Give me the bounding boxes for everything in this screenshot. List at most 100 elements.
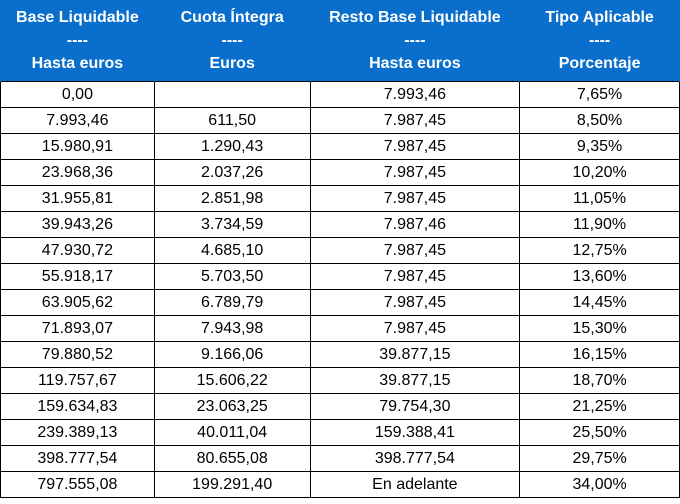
header-cuota-integra: Cuota Íntegra ---- Euros	[153, 0, 311, 82]
table-row: 23.968,36 2.037,26 7.987,45 10,20%	[0, 159, 680, 186]
header-title: Resto Base Liquidable	[329, 9, 501, 26]
cell-base-liquidable: 7.993,46	[0, 107, 155, 134]
cell-resto-base: 398.777,54	[309, 445, 521, 472]
cell-tipo-aplicable: 10,20%	[519, 159, 680, 186]
cell-base-liquidable: 23.968,36	[0, 159, 155, 186]
cell-tipo-aplicable: 14,45%	[519, 289, 680, 316]
cell-base-liquidable: 0,00	[0, 81, 155, 108]
cell-cuota-integra: 2.037,26	[153, 159, 311, 186]
cell-cuota-integra: 4.685,10	[153, 237, 311, 264]
cell-tipo-aplicable: 29,75%	[519, 445, 680, 472]
cell-tipo-aplicable: 34,00%	[519, 471, 680, 498]
cell-base-liquidable: 15.980,91	[0, 133, 155, 160]
header-separator: ----	[66, 32, 89, 49]
header-unit: Hasta euros	[369, 55, 461, 72]
cell-tipo-aplicable: 7,65%	[519, 81, 680, 108]
table-row: 55.918,17 5.703,50 7.987,45 13,60%	[0, 263, 680, 290]
cell-base-liquidable: 79.880,52	[0, 341, 155, 368]
table-row: 31.955,81 2.851,98 7.987,45 11,05%	[0, 185, 680, 212]
header-tipo-aplicable: Tipo Aplicable ---- Porcentaje	[519, 0, 680, 82]
table-header: Base Liquidable ---- Hasta euros Cuota Í…	[0, 0, 680, 82]
cell-cuota-integra: 23.063,25	[153, 393, 311, 420]
cell-resto-base: 7.987,46	[309, 211, 521, 238]
cell-cuota-integra: 6.789,79	[153, 289, 311, 316]
cell-resto-base: 7.987,45	[309, 315, 521, 342]
table-row: 47.930,72 4.685,10 7.987,45 12,75%	[0, 237, 680, 264]
cell-resto-base: 159.388,41	[309, 419, 521, 446]
cell-cuota-integra: 40.011,04	[153, 419, 311, 446]
table-row: 39.943,26 3.734,59 7.987,46 11,90%	[0, 211, 680, 238]
header-title: Base Liquidable	[16, 9, 139, 26]
table-row: 239.389,13 40.011,04 159.388,41 25,50%	[0, 419, 680, 446]
cell-resto-base: 7.987,45	[309, 107, 521, 134]
cell-resto-base: 7.987,45	[309, 289, 521, 316]
cell-cuota-integra: 15.606,22	[153, 367, 311, 394]
cell-cuota-integra: 5.703,50	[153, 263, 311, 290]
header-separator: ----	[404, 32, 426, 49]
cell-resto-base: 7.987,45	[309, 159, 521, 186]
cell-tipo-aplicable: 9,35%	[519, 133, 680, 160]
cell-tipo-aplicable: 11,05%	[519, 185, 680, 212]
cell-base-liquidable: 71.893,07	[0, 315, 155, 342]
cell-tipo-aplicable: 8,50%	[519, 107, 680, 134]
cell-tipo-aplicable: 21,25%	[519, 393, 680, 420]
header-unit: Hasta euros	[31, 55, 124, 72]
cell-base-liquidable: 31.955,81	[0, 185, 155, 212]
cell-cuota-integra: 611,50	[153, 107, 311, 134]
table-row: 159.634,83 23.063,25 79.754,30 21,25%	[0, 393, 680, 420]
header-title: Cuota Íntegra	[180, 9, 284, 26]
header-unit: Porcentaje	[558, 55, 641, 72]
cell-resto-base: 7.987,45	[309, 133, 521, 160]
cell-base-liquidable: 398.777,54	[0, 445, 155, 472]
header-separator: ----	[588, 32, 611, 49]
header-unit: Euros	[209, 55, 255, 72]
table-row: 71.893,07 7.943,98 7.987,45 15,30%	[0, 315, 680, 342]
cell-base-liquidable: 47.930,72	[0, 237, 155, 264]
header-base-liquidable: Base Liquidable ---- Hasta euros	[0, 0, 155, 82]
cell-resto-base: 7.987,45	[309, 185, 521, 212]
cell-resto-base: 7.987,45	[309, 263, 521, 290]
cell-tipo-aplicable: 15,30%	[519, 315, 680, 342]
header-resto-base: Resto Base Liquidable ---- Hasta euros	[309, 0, 521, 82]
cell-cuota-integra: 3.734,59	[153, 211, 311, 238]
cell-cuota-integra: 1.290,43	[153, 133, 311, 160]
cell-tipo-aplicable: 18,70%	[519, 367, 680, 394]
cell-resto-base: En adelante	[309, 471, 521, 498]
header-title: Tipo Aplicable	[545, 9, 654, 26]
cell-base-liquidable: 797.555,08	[0, 471, 155, 498]
table-row: 398.777,54 80.655,08 398.777,54 29,75%	[0, 445, 680, 472]
table-row: 0,00 7.993,46 7,65%	[0, 81, 680, 108]
header-row: Base Liquidable ---- Hasta euros Cuota Í…	[0, 0, 680, 82]
cell-resto-base: 39.877,15	[309, 341, 521, 368]
cell-cuota-integra: 7.943,98	[153, 315, 311, 342]
cell-tipo-aplicable: 13,60%	[519, 263, 680, 290]
cell-resto-base: 79.754,30	[309, 393, 521, 420]
cell-base-liquidable: 239.389,13	[0, 419, 155, 446]
cell-base-liquidable: 55.918,17	[0, 263, 155, 290]
cell-cuota-integra: 199.291,40	[153, 471, 311, 498]
cell-cuota-integra: 9.166,06	[153, 341, 311, 368]
cell-resto-base: 7.993,46	[309, 81, 521, 108]
cell-base-liquidable: 119.757,67	[0, 367, 155, 394]
cell-resto-base: 7.987,45	[309, 237, 521, 264]
table-row: 797.555,08 199.291,40 En adelante 34,00%	[0, 471, 680, 498]
table-row: 63.905,62 6.789,79 7.987,45 14,45%	[0, 289, 680, 316]
cell-base-liquidable: 39.943,26	[0, 211, 155, 238]
cell-base-liquidable: 63.905,62	[0, 289, 155, 316]
cell-cuota-integra	[153, 81, 311, 108]
header-separator: ----	[221, 32, 243, 49]
cell-resto-base: 39.877,15	[309, 367, 521, 394]
cell-tipo-aplicable: 11,90%	[519, 211, 680, 238]
table-row: 15.980,91 1.290,43 7.987,45 9,35%	[0, 133, 680, 160]
cell-tipo-aplicable: 12,75%	[519, 237, 680, 264]
table-body: 0,00 7.993,46 7,65% 7.993,46 611,50 7.987,45 8…	[0, 81, 680, 498]
cell-base-liquidable: 159.634,83	[0, 393, 155, 420]
cell-tipo-aplicable: 25,50%	[519, 419, 680, 446]
table-row: 79.880,52 9.166,06 39.877,15 16,15%	[0, 341, 680, 368]
cell-cuota-integra: 80.655,08	[153, 445, 311, 472]
table-row: 7.993,46 611,50 7.987,45 8,50%	[0, 107, 680, 134]
cell-tipo-aplicable: 16,15%	[519, 341, 680, 368]
cell-cuota-integra: 2.851,98	[153, 185, 311, 212]
table-row: 119.757,67 15.606,22 39.877,15 18,70%	[0, 367, 680, 394]
